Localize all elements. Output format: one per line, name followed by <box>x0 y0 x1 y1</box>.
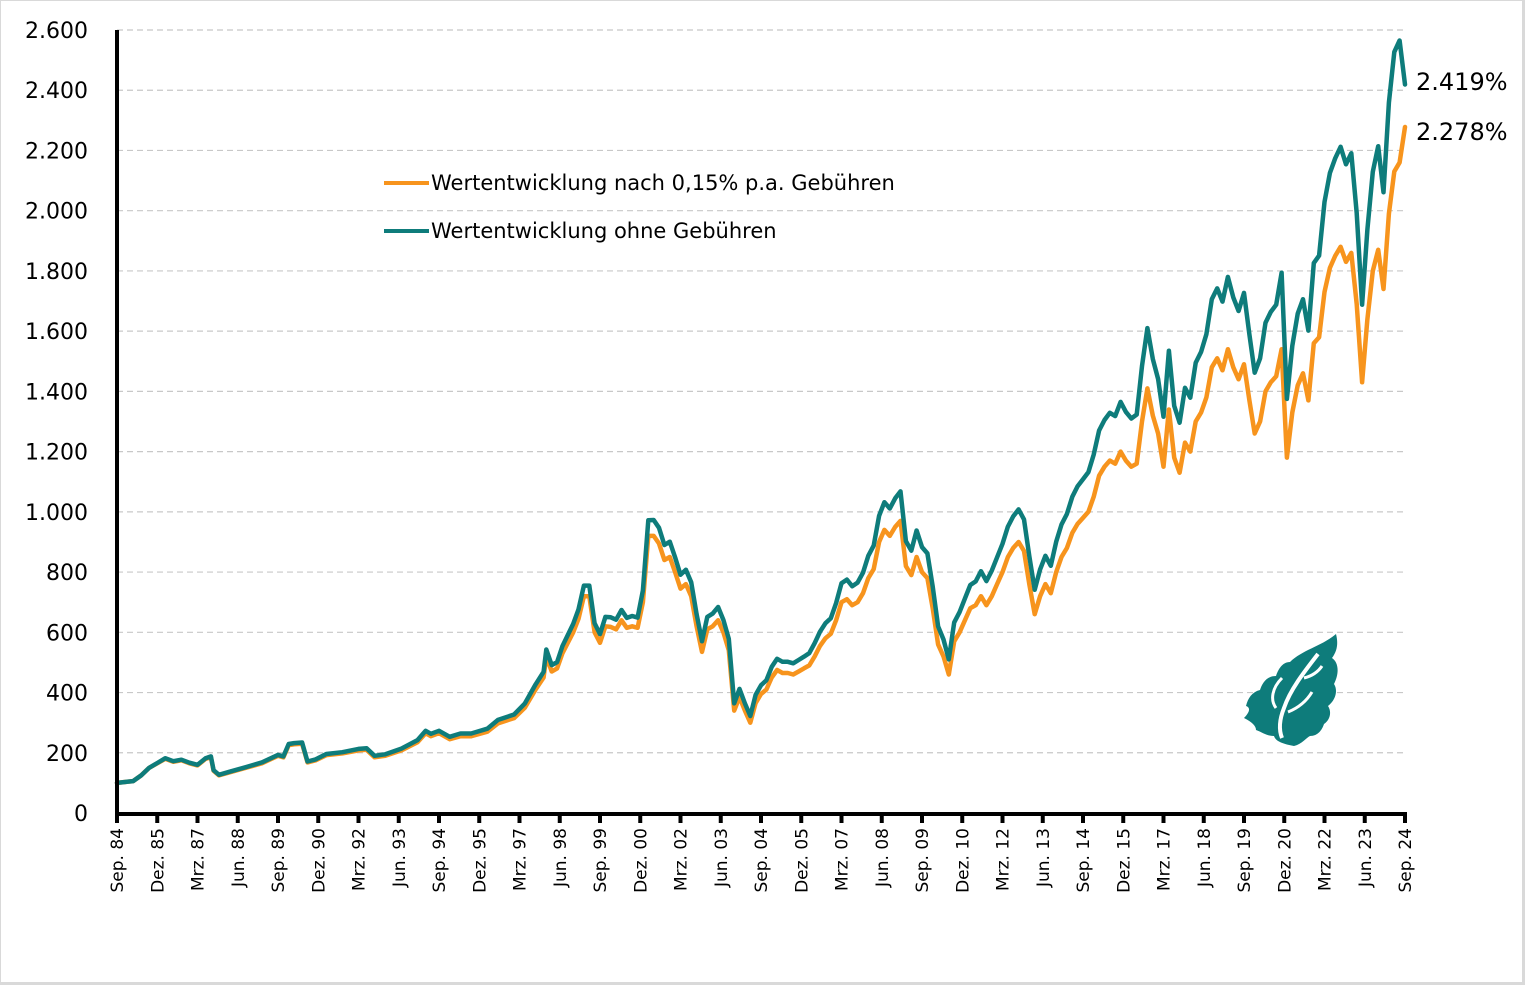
x-tick-label: Mrz. 97 <box>511 828 531 891</box>
x-tick-label: Dez. 15 <box>1114 828 1134 893</box>
x-tick-label: Jun. 93 <box>390 828 410 888</box>
x-tick-label: Dez. 90 <box>309 828 329 893</box>
legend-label-after-fees: Wertentwicklung nach 0,15% p.a. Gebühren <box>431 171 895 195</box>
x-tick-label: Mrz. 02 <box>672 828 692 891</box>
y-tick-label: 2.200 <box>25 139 88 164</box>
y-tick-label: 2.400 <box>25 79 88 104</box>
y-tick-label: 600 <box>46 621 88 646</box>
y-tick-label: 400 <box>46 682 88 707</box>
x-tick-label: Sep. 99 <box>591 828 611 892</box>
x-tick-label: Jun. 18 <box>1195 828 1215 888</box>
end-label-no-fees: 2.419% <box>1416 68 1508 96</box>
x-tick-label: Sep. 14 <box>1074 828 1094 892</box>
x-tick-label: Sep. 19 <box>1235 828 1255 892</box>
gridlines <box>117 29 1405 754</box>
y-tick-label: 200 <box>46 742 88 767</box>
series-line-after-fees <box>114 124 1408 786</box>
y-tick-label: 2.000 <box>25 200 88 225</box>
end-label-after-fees: 2.278% <box>1416 118 1508 146</box>
y-tick-label: 1.200 <box>25 441 88 466</box>
y-tick-label: 0 <box>74 802 88 827</box>
x-tick-label: Mrz. 07 <box>833 828 853 891</box>
x-tick-label: Jun. 23 <box>1356 828 1376 888</box>
x-tick-label: Dez. 20 <box>1275 828 1295 893</box>
legend-label-no-fees: Wertentwicklung ohne Gebühren <box>431 219 777 243</box>
x-tick-label: Sep. 09 <box>913 828 933 892</box>
y-axis-ticks: 0 200 400 600 800 1.000 1.200 1.400 1.600 1.800 2.… <box>25 19 88 827</box>
y-tick-label: 1.000 <box>25 501 88 526</box>
x-tick-label: Jun. 88 <box>229 828 249 888</box>
legend: Wertentwicklung nach 0,15% p.a. Gebühren… <box>384 171 895 243</box>
x-tick-label: Dez. 85 <box>148 828 168 893</box>
leaf-logo-icon <box>1244 634 1338 746</box>
x-tick-label: Sep. 84 <box>108 828 128 892</box>
series-lines <box>114 38 1408 786</box>
y-tick-label: 800 <box>46 561 88 586</box>
y-tick-label: 1.600 <box>25 320 88 345</box>
x-tick-label: Jun. 03 <box>712 828 732 888</box>
x-tick-label: Dez. 05 <box>792 828 812 893</box>
x-tick-label: Mrz. 12 <box>994 828 1014 891</box>
x-tick-label: Dez. 00 <box>631 828 651 893</box>
x-axis-ticks: Sep. 84 Dez. 85 Mrz. 87 Jun. 88 Sep. 89 Dez. … <box>108 814 1416 893</box>
x-tick-label: Jun. 98 <box>551 828 571 888</box>
x-tick-label: Jun. 13 <box>1034 828 1054 888</box>
x-tick-label: Dez. 10 <box>953 828 973 893</box>
y-tick-label: 1.400 <box>25 380 88 405</box>
x-tick-label: Mrz. 22 <box>1316 828 1336 891</box>
x-tick-label: Sep. 94 <box>430 828 450 892</box>
x-tick-label: Jun. 08 <box>873 828 893 888</box>
x-tick-label: Sep. 89 <box>269 828 289 892</box>
y-tick-label: 1.800 <box>25 260 88 285</box>
x-tick-label: Mrz. 92 <box>350 828 370 891</box>
x-tick-label: Mrz. 87 <box>189 828 209 891</box>
y-tick-label: 2.600 <box>25 19 88 44</box>
x-tick-label: Mrz. 17 <box>1155 828 1175 891</box>
series-line-no-fees <box>114 38 1408 786</box>
x-tick-label: Sep. 04 <box>752 828 772 892</box>
x-tick-label: Dez. 95 <box>470 828 490 893</box>
x-tick-label: Sep. 24 <box>1396 828 1416 892</box>
